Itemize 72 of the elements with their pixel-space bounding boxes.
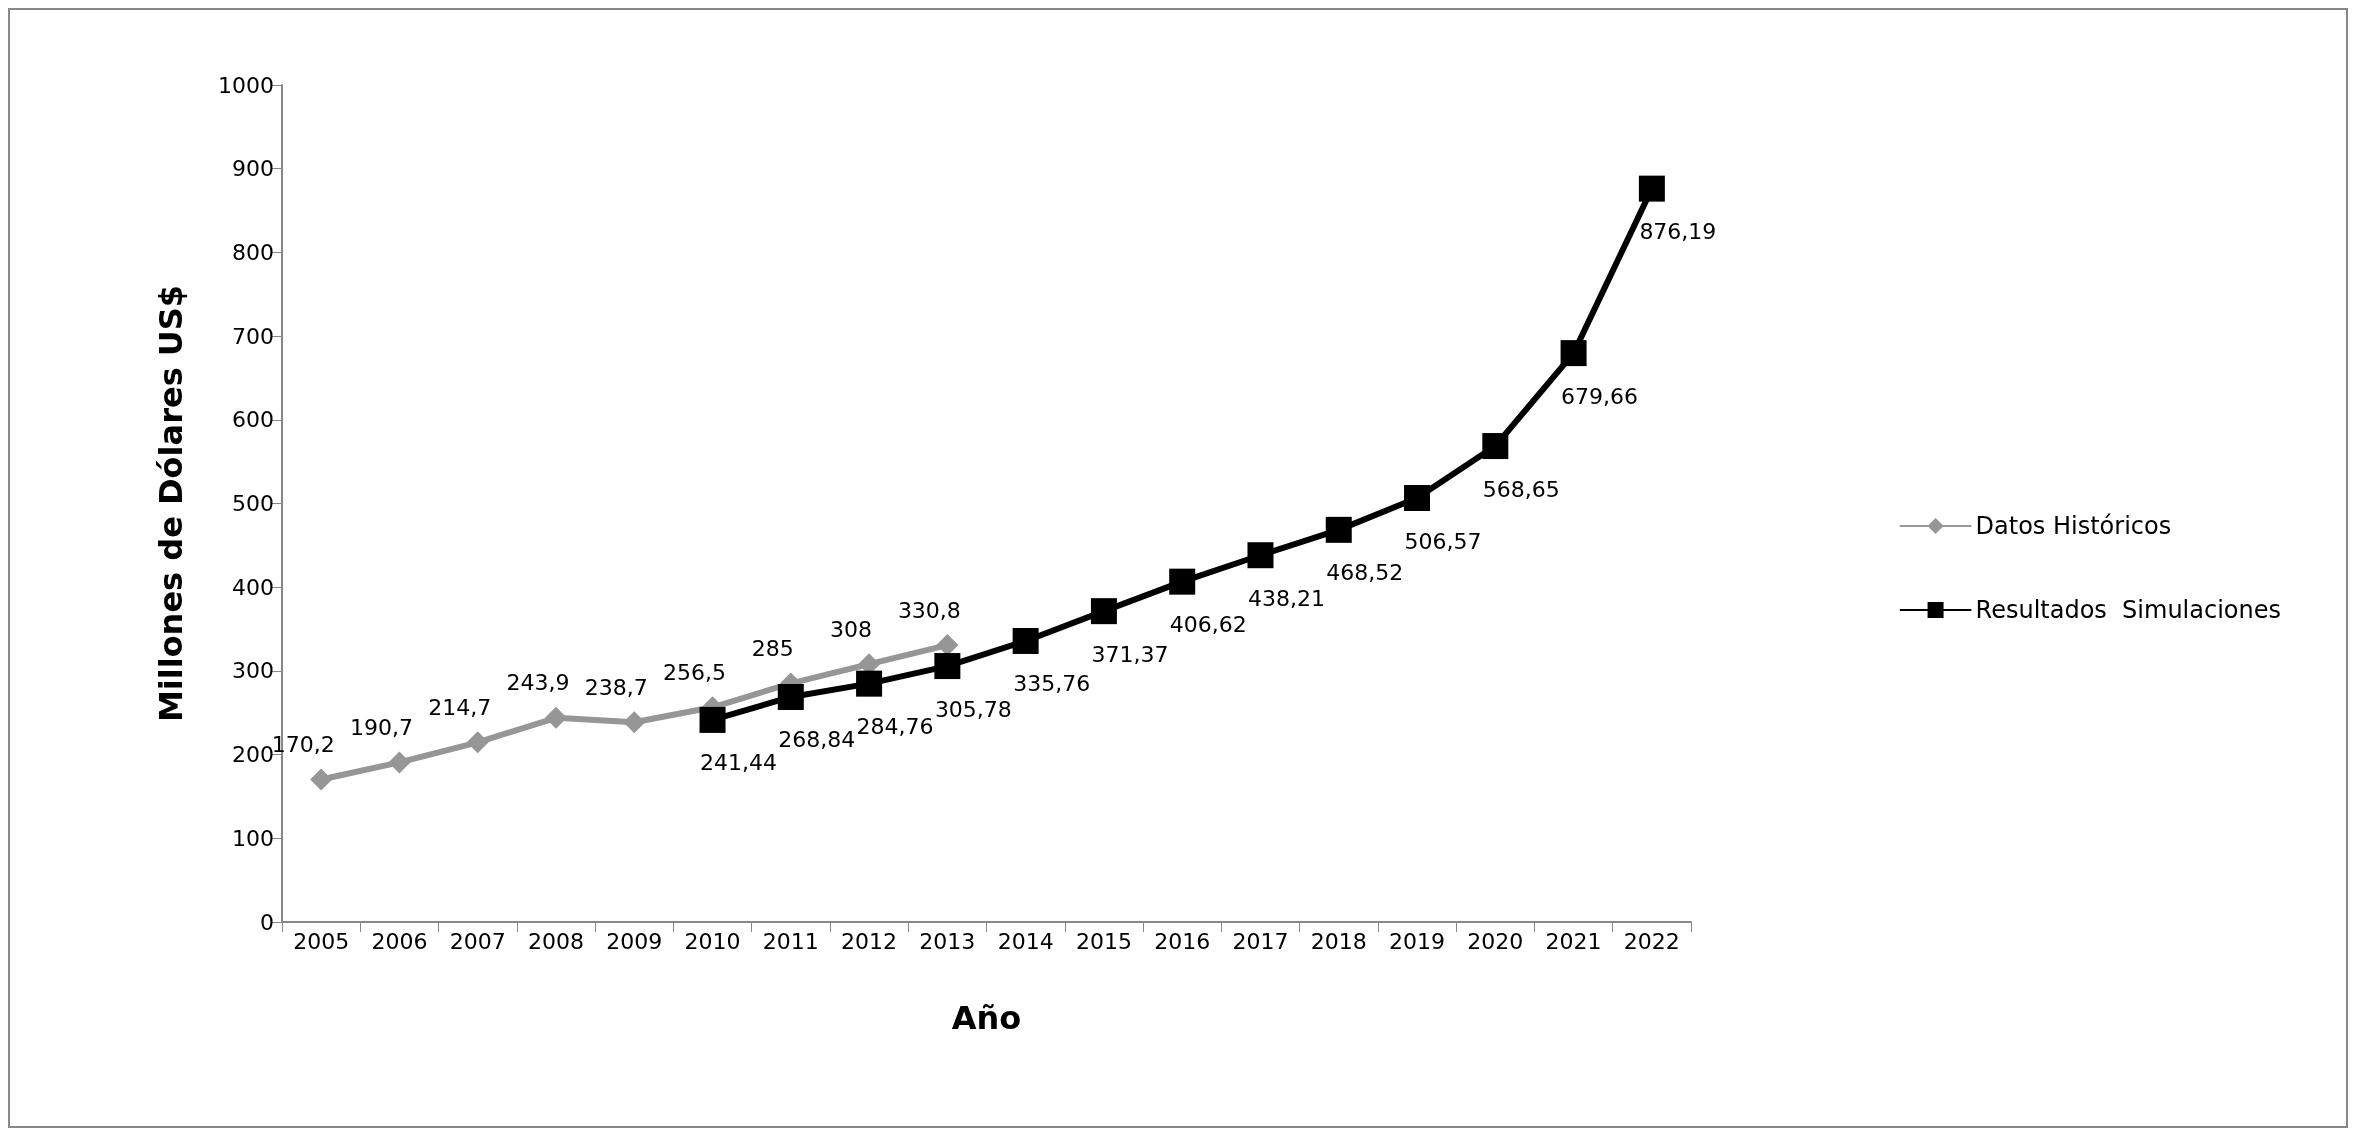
data-label: 285: [751, 635, 794, 661]
data-label: 330,8: [897, 597, 961, 623]
data-label: 568,65: [1482, 476, 1560, 502]
data-label: 241,44: [700, 750, 778, 776]
x-tick-label: 2018: [1310, 928, 1367, 954]
legend-label: Resultados Simulaciones: [1975, 596, 2281, 624]
y-tick-label: 400: [232, 574, 274, 600]
data-label: 305,78: [934, 696, 1012, 722]
x-tick-label: 2011: [762, 928, 819, 954]
data-label: 876,19: [1639, 219, 1717, 245]
data-label: 238,7: [584, 674, 648, 700]
point: [777, 683, 804, 710]
x-tick-label: 2020: [1467, 928, 1524, 954]
data-label: 371,37: [1091, 641, 1169, 667]
y-tick-label: 500: [232, 491, 274, 516]
data-label: 406,62: [1169, 612, 1247, 638]
point: [1482, 433, 1509, 460]
data-label: 335,76: [1013, 671, 1091, 697]
y-tick-label: 0: [260, 909, 274, 935]
y-tick-label: 300: [232, 658, 274, 684]
point: [1560, 340, 1587, 367]
y-tick-label: 1000: [218, 72, 274, 98]
point: [466, 731, 489, 754]
point: [388, 751, 411, 774]
x-tick-label: 2010: [684, 928, 741, 954]
x-tick-label: 2005: [293, 928, 350, 954]
y-tick-label: 700: [232, 323, 274, 349]
y-axis-title: Millones de Dólares US$: [152, 284, 190, 723]
legend-label: Datos Históricos: [1975, 512, 2172, 540]
x-tick-label: 2021: [1545, 928, 1602, 954]
x-tick-label: 2017: [1232, 928, 1289, 954]
point: [1638, 175, 1665, 202]
x-tick-label: 2022: [1623, 928, 1680, 954]
data-label: 679,66: [1561, 383, 1639, 409]
data-label: 284,76: [856, 714, 934, 740]
point: [310, 768, 333, 791]
x-tick-label: 2007: [449, 928, 506, 954]
data-label: 214,7: [428, 694, 492, 720]
point: [934, 653, 961, 680]
point: [1090, 598, 1117, 625]
data-label: 190,7: [349, 714, 413, 740]
data-label: 308: [830, 616, 873, 642]
point: [623, 711, 646, 734]
data-label: 268,84: [778, 727, 856, 753]
data-label: 256,5: [663, 659, 727, 685]
point: [1169, 568, 1196, 595]
point: [1247, 542, 1274, 569]
data-label: 438,21: [1247, 585, 1325, 611]
y-tick-label: 900: [232, 156, 274, 182]
x-tick-label: 2019: [1389, 928, 1446, 954]
y-tick-label: 200: [232, 742, 274, 768]
x-tick-label: 2014: [997, 928, 1054, 954]
x-tick-label: 2008: [527, 928, 584, 954]
data-label: 468,52: [1326, 560, 1404, 586]
x-axis-title: Año: [951, 999, 1022, 1037]
y-tick-label: 600: [232, 407, 274, 433]
y-tick-label: 100: [232, 825, 274, 851]
point: [1404, 485, 1431, 511]
point: [1012, 627, 1039, 654]
data-label: 243,9: [506, 670, 570, 696]
point: [544, 706, 567, 729]
point: [1325, 516, 1352, 543]
x-tick-label: 2009: [606, 928, 663, 954]
data-label: 506,57: [1404, 528, 1482, 554]
y-tick-label: 800: [232, 239, 274, 265]
x-tick-label: 2012: [841, 928, 898, 954]
point: [856, 670, 883, 697]
x-tick-label: 2016: [1154, 928, 1211, 954]
x-tick-label: 2006: [371, 928, 428, 954]
x-tick-label: 2013: [919, 928, 976, 954]
x-tick-label: 2015: [1075, 928, 1132, 954]
point: [699, 706, 726, 733]
